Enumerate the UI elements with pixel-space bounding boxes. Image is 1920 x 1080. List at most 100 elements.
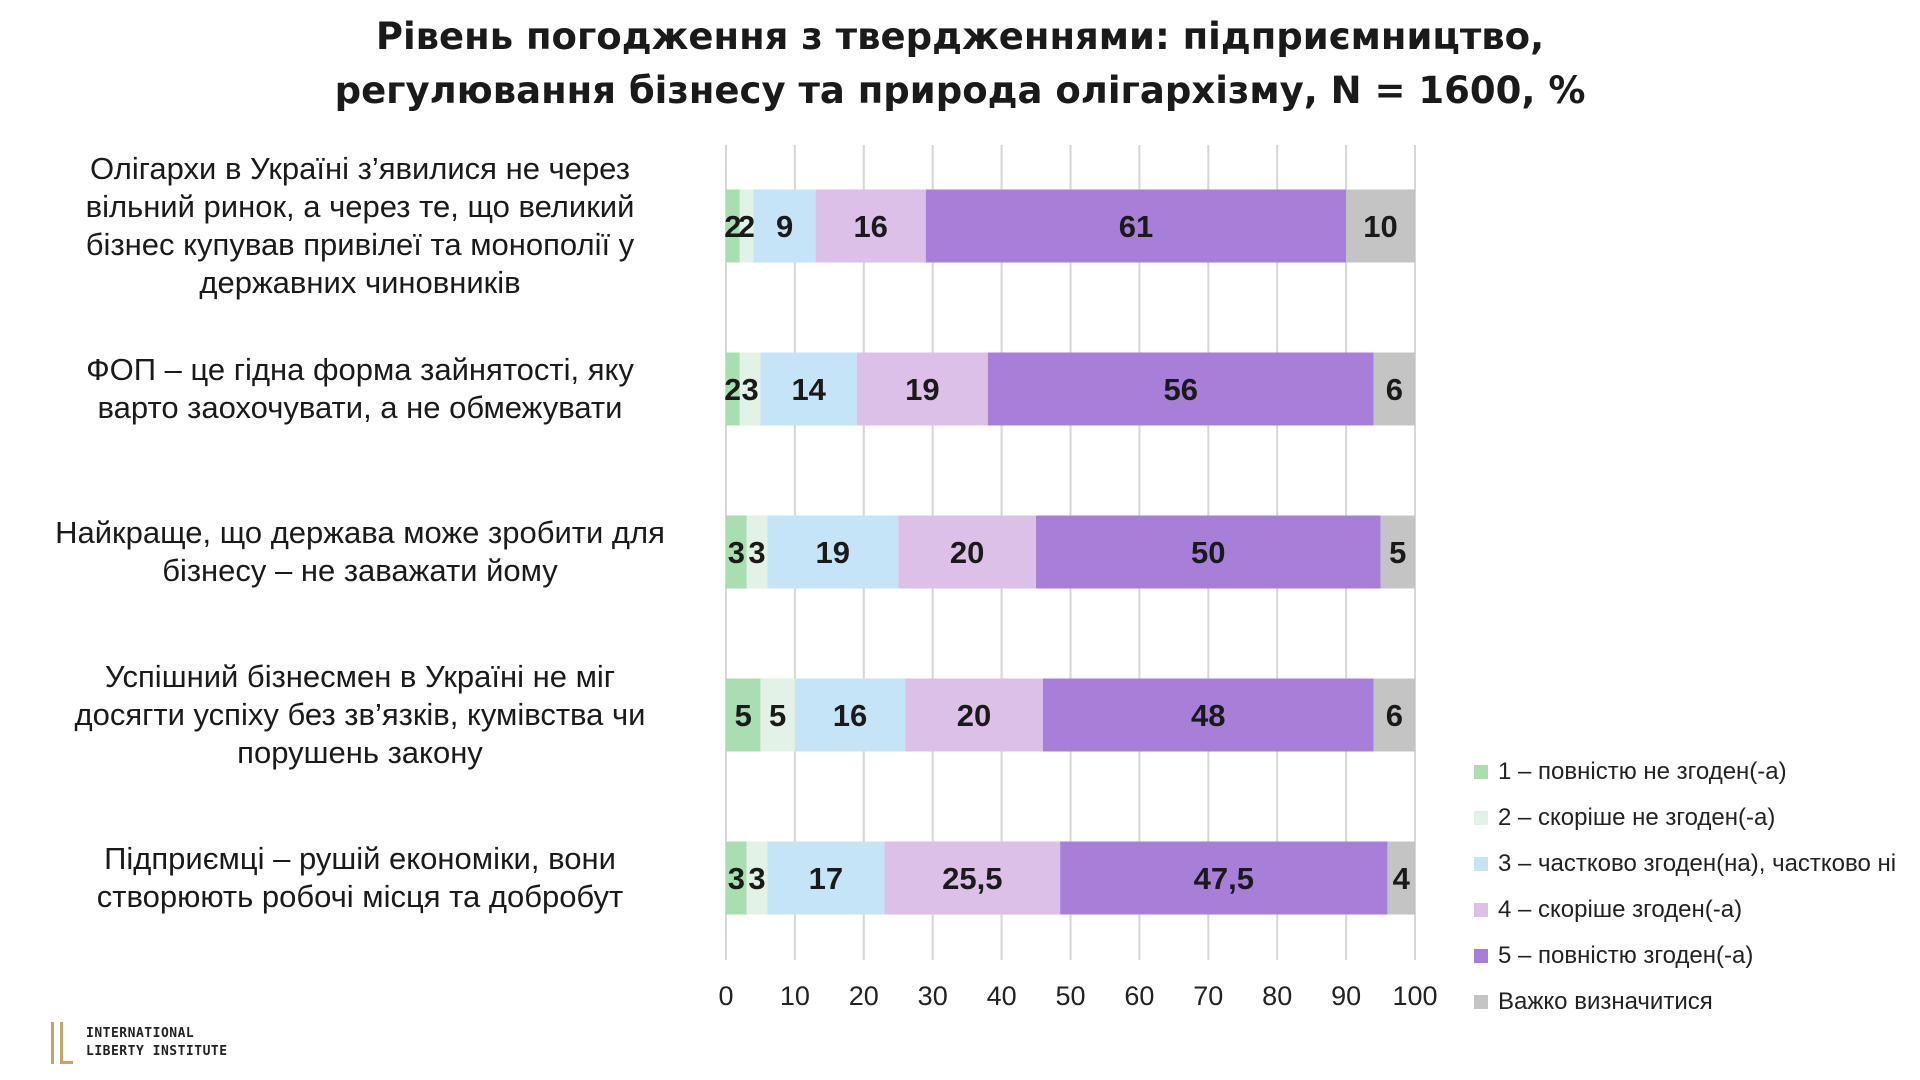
x-tick-label: 0	[718, 981, 733, 1011]
category-label-line: бізнесу – не заважати йому	[162, 553, 558, 588]
bar-segment	[753, 189, 816, 263]
legend-label: 2 – скоріше не згоден(-а)	[1498, 804, 1776, 831]
x-tick-label: 60	[1124, 981, 1154, 1011]
data-label: 20	[950, 535, 984, 570]
data-label: 3	[728, 535, 745, 570]
data-label: 4	[1393, 861, 1411, 896]
category-label-line: створюють робочі місця та добробут	[96, 879, 624, 914]
bar-segment	[987, 352, 1374, 426]
data-label: 61	[1119, 209, 1153, 244]
bar-segment	[767, 841, 885, 915]
bar-segment	[1036, 515, 1381, 589]
x-tick-label: 100	[1392, 981, 1437, 1011]
category-label-line: вільний ринок, а через те, що великий	[85, 189, 635, 224]
bar-segment	[905, 678, 1043, 752]
bar-segment	[1380, 515, 1415, 589]
category-label-line: порушень закону	[237, 735, 483, 770]
legend-item: 5 – повністю згоден(-а)	[1474, 933, 1920, 979]
data-label: 25,5	[942, 861, 1002, 896]
chart-legend: 1 – повністю не згоден(-а) 2 – скоріше не…	[1474, 749, 1920, 1025]
bar-segment	[739, 189, 754, 263]
bar-segment	[856, 352, 988, 426]
bar-segment	[884, 841, 1061, 915]
bar-segment	[1373, 678, 1415, 752]
bar-segment	[925, 189, 1347, 263]
data-label: 3	[728, 861, 745, 896]
x-tick-label: 20	[849, 981, 879, 1011]
data-label: 9	[776, 209, 793, 244]
data-label: 3	[741, 372, 758, 407]
bar-segment	[1060, 841, 1388, 915]
data-label: 2	[738, 209, 755, 244]
bar-segment	[1042, 678, 1374, 752]
legend-item: 2 – скоріше не згоден(-а)	[1474, 795, 1920, 841]
x-tick-label: 90	[1331, 981, 1361, 1011]
bar-segment	[760, 352, 857, 426]
data-label: 3	[748, 861, 765, 896]
data-label: 6	[1386, 372, 1403, 407]
data-label: 20	[957, 698, 991, 733]
logo-text-line-2: LIBERTY INSTITUTE	[86, 1044, 228, 1059]
logo: INTERNATIONAL LIBERTY INSTITUTE	[50, 1022, 228, 1064]
bar-segment	[726, 841, 747, 915]
chart-title-line-1: Рівень погодження з твердженнями: підпри…	[375, 15, 1545, 58]
x-tick-label: 10	[780, 981, 810, 1011]
legend-swatch	[1474, 811, 1488, 825]
data-label: 48	[1191, 698, 1225, 733]
category-label: Найкраще, що держава може зробити для біз…	[20, 514, 700, 590]
legend-label: 1 – повністю не згоден(-а)	[1498, 758, 1787, 785]
bar-segment	[1346, 189, 1415, 263]
data-label: 16	[833, 698, 867, 733]
bar-segment	[815, 189, 926, 263]
data-label: 17	[809, 861, 843, 896]
x-tick-label: 40	[987, 981, 1017, 1011]
x-tick-label: 70	[1193, 981, 1223, 1011]
x-tick-label: 50	[1055, 981, 1085, 1011]
data-label: 6	[1386, 698, 1403, 733]
legend-item: 4 – скоріше згоден(-а)	[1474, 887, 1920, 933]
bar-segment	[898, 515, 1037, 589]
legend-swatch	[1474, 995, 1488, 1009]
data-label: 2	[724, 209, 741, 244]
legend-swatch	[1474, 949, 1488, 963]
logo-mark-icon	[51, 1022, 73, 1064]
category-label-line: Найкраще, що держава може зробити для	[55, 515, 665, 550]
legend-label: Важко визначитися	[1498, 988, 1713, 1015]
chart-title: Рівень погодження з твердженнями: підпри…	[0, 10, 1920, 118]
data-label: 50	[1191, 535, 1225, 570]
category-label: Успішний бізнесмен в Україні не міг досяг…	[20, 658, 700, 772]
logo-text-line-1: INTERNATIONAL	[86, 1026, 195, 1041]
bar-segment	[726, 352, 740, 426]
legend-label: 4 – скоріше згоден(-а)	[1498, 896, 1743, 923]
data-label: 3	[748, 535, 765, 570]
bar-segment	[746, 841, 768, 915]
legend-item: 1 – повністю не згоден(-а)	[1474, 749, 1920, 795]
category-label: Олігархи в Україні з’явилися не через віл…	[20, 150, 700, 302]
data-label: 16	[853, 209, 887, 244]
bar-segment	[794, 678, 906, 752]
legend-swatch	[1474, 765, 1488, 779]
legend-swatch	[1474, 857, 1488, 871]
bar-segment	[726, 678, 761, 752]
bar-segment	[726, 515, 747, 589]
data-label: 5	[735, 698, 752, 733]
data-label: 2	[724, 372, 741, 407]
data-label: 56	[1163, 372, 1197, 407]
category-label-text: Успішний бізнесмен в Україні не міг досяг…	[74, 658, 645, 772]
bar-segment	[1387, 841, 1415, 915]
data-label: 14	[791, 372, 826, 407]
category-label-line: Олігархи в Україні з’явилися не через	[90, 151, 630, 186]
category-label-line: досягти успіху без зв’язків, кумівства ч…	[74, 697, 646, 732]
data-label: 19	[905, 372, 939, 407]
bar-segment	[739, 352, 761, 426]
bar-segment	[760, 678, 795, 752]
data-label: 19	[816, 535, 850, 570]
category-label: Підприємці – рушій економіки, вони створю…	[20, 840, 700, 916]
category-label-line: Успішний бізнесмен в Україні не міг	[104, 659, 616, 694]
data-label: 47,5	[1194, 861, 1254, 896]
legend-label: 3 – частково згоден(на), частково ні	[1498, 850, 1897, 877]
data-label: 5	[1389, 535, 1406, 570]
category-label-line: державних чиновників	[199, 265, 521, 300]
category-label-line: Підприємці – рушій економіки, вони	[104, 841, 616, 876]
